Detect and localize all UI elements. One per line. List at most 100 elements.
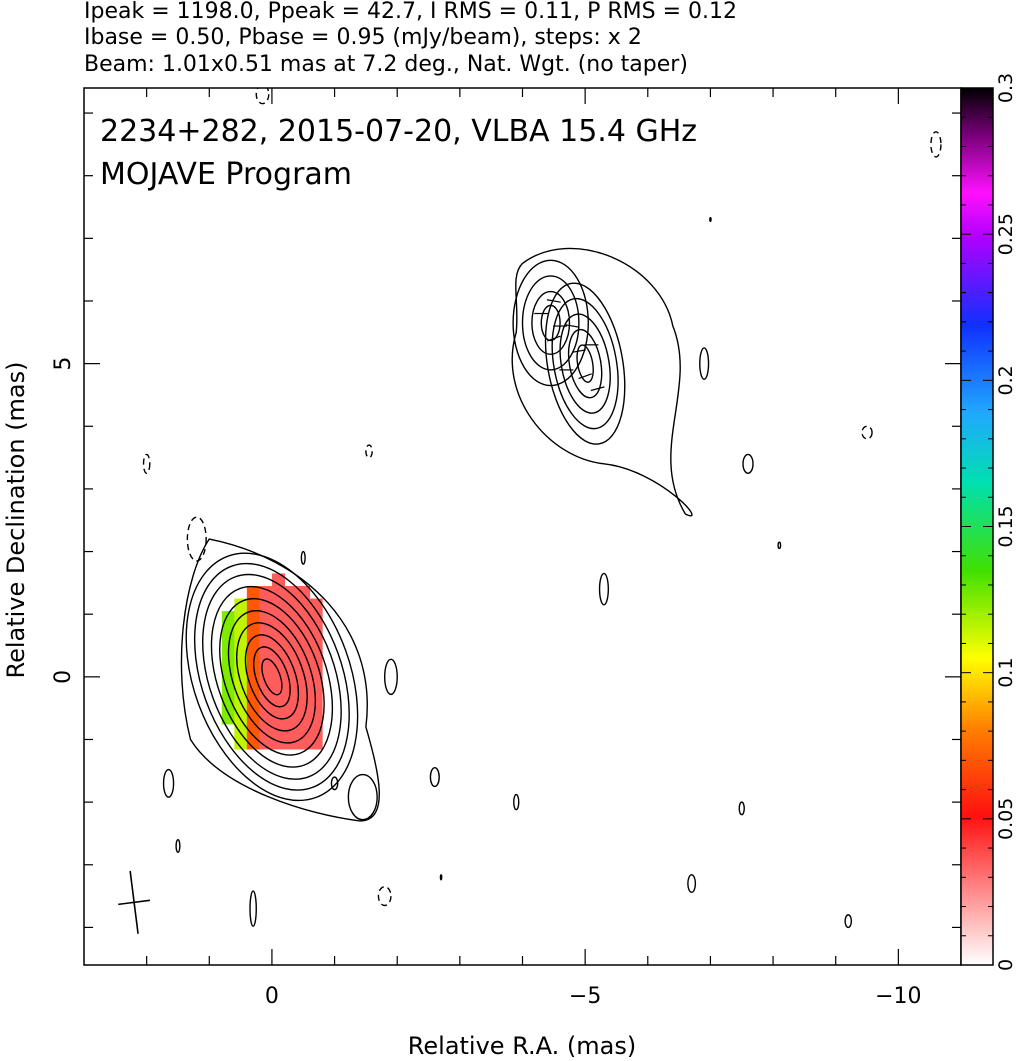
contour [227,610,317,744]
contour [180,538,380,822]
contour [255,88,270,105]
contour [512,259,589,387]
polarization-pixel [259,723,273,737]
axis-ticks [84,88,961,965]
contour [576,344,594,383]
polarization-pixel [246,698,260,712]
polarization-pixel [309,686,323,700]
polarization-pixel [284,686,298,700]
polarization-pixel [309,698,323,712]
contour [511,247,693,517]
contour [531,290,571,355]
colorbar-tick-label: 0.25 [995,213,1017,255]
beam-minor-axis [118,899,151,906]
polarization-pixel [259,711,273,725]
x-axis-label: Relative R.A. (mas) [408,1032,636,1060]
header-line-3: Beam: 1.01x0.51 mas at 7.2 deg., Nat. Wg… [84,52,688,77]
colorbar-tick-label: 0.1 [995,658,1017,688]
polarization-pixel [296,698,311,712]
contour [142,453,151,474]
contour [598,572,610,606]
contour [551,297,619,430]
plot-subtitle: MOJAVE Program [100,157,352,192]
contour [687,874,697,894]
contour [186,516,207,562]
polarization-pixel [296,611,311,625]
polarization-pixel [234,736,248,750]
contour [175,839,181,853]
contour [185,552,359,802]
polarization-pixel [246,611,260,625]
contour [567,328,603,399]
colorbar-tick-label: 0 [995,959,1017,971]
polarization-pixel [309,623,323,637]
polarization-pixel [234,673,248,687]
polarization-pixel [271,698,286,712]
contour [742,453,754,474]
contour [559,313,611,414]
contour [202,573,342,780]
contour [244,634,300,720]
contour [861,425,873,440]
polarization-pixel [309,736,323,750]
polarization-pixel [271,611,286,625]
polarization-pixel [246,586,260,600]
polarization-pixel [259,623,273,637]
plot-frame [83,87,962,966]
contour [439,874,443,881]
polarization-pixel [259,586,273,600]
polarization-pixel [271,686,286,700]
contour [210,585,334,768]
contour [709,216,712,223]
contour [513,793,520,811]
evpa-vector [565,324,580,328]
polarization-pixel [234,623,248,637]
contour [162,768,175,798]
plot-title: 2234+282, 2015-07-20, VLBA 15.4 GHz [100,114,697,149]
colorbar-tick-label: 0.2 [995,365,1017,395]
header-line-1: Ipeak = 1198.0, Ppeak = 42.7, I RMS = 0.… [84,0,737,24]
polarization-pixel [221,623,235,637]
x-tick-label: 0 [265,984,279,1009]
evpa-vector [546,299,561,303]
polarization-pixel [271,598,286,612]
contour [261,658,283,696]
y-tick-label: 0 [51,670,76,684]
contour [193,562,350,791]
polarization-pixel [284,623,298,637]
contour [699,347,710,380]
contour [347,773,378,821]
contour [544,282,626,445]
polarization-pixel [284,648,298,662]
x-tick-label: −10 [875,984,921,1009]
contour [249,890,257,927]
polarization-pixel [259,636,273,650]
polarization-pixel [284,711,298,725]
contour [930,131,942,158]
contour [383,658,398,696]
polarization-pixel [234,648,248,662]
polarization-pixel [246,636,260,650]
polarization-pixel [246,598,260,612]
contour [236,622,308,732]
polarization-pixel [234,598,248,612]
polarization-pixel [284,636,298,650]
header-line-2: Ibase = 0.50, Pbase = 0.95 (mJy/beam), s… [84,25,642,50]
polarization-pixel [246,623,260,637]
polarization-pixel [221,711,235,725]
contour [330,776,339,791]
polarization-pixel [284,598,298,612]
polarization-pixel [234,636,248,650]
colorbar-tick-label: 0.15 [995,505,1017,547]
y-tick-label: 5 [51,357,76,371]
colorbar-ticks: 0 0.05 0.1 0.15 0.2 0.25 0.3 [961,73,1017,971]
contour [365,444,373,459]
polarization-pixel [296,586,311,600]
x-tick-label: −5 [569,984,601,1009]
polarization-pixel [221,636,235,650]
contour [219,597,325,756]
contour [429,766,440,788]
colorbar-tick-label: 0.3 [995,73,1017,103]
contour [738,801,745,816]
